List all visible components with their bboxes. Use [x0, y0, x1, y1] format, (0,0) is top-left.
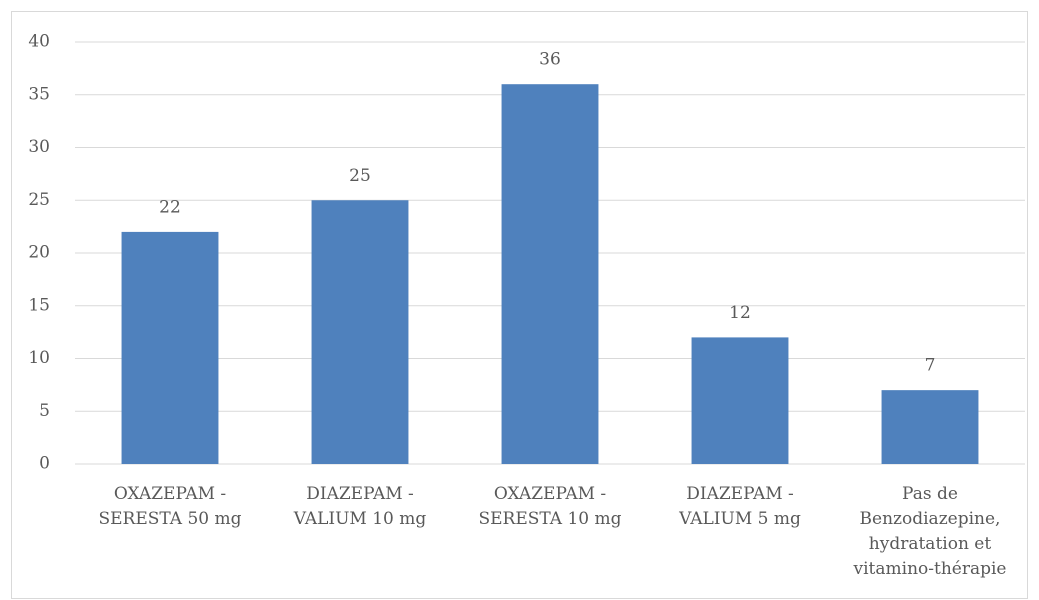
x-tick-label: DIAZEPAM - VALIUM 5 mg — [678, 484, 801, 529]
bar — [881, 390, 979, 464]
x-tick-label-line: SERESTA 10 mg — [478, 509, 621, 529]
data-label: 12 — [729, 303, 751, 323]
y-tick-label: 15 — [28, 295, 50, 315]
x-tick-label-line: Pas de — [902, 484, 958, 504]
data-label: 36 — [539, 50, 561, 70]
bar — [691, 337, 789, 464]
x-tick-label-line: vitamino-thérapie — [853, 559, 1007, 579]
x-tick-label-line: Benzodiazepine, — [860, 509, 1001, 529]
data-label: 7 — [925, 356, 936, 376]
y-tick-label: 30 — [28, 137, 50, 157]
x-tick-label-line: OXAZEPAM - — [494, 484, 606, 504]
y-tick-label: 20 — [28, 243, 50, 263]
y-tick-label: 25 — [28, 190, 50, 210]
y-tick-label: 10 — [28, 348, 50, 368]
x-tick-label-line: VALIUM 10 mg — [293, 509, 427, 529]
x-tick-label-line: OXAZEPAM - — [114, 484, 226, 504]
x-tick-label-line: hydratation et — [869, 534, 992, 554]
x-tick-label-line: DIAZEPAM - — [686, 484, 794, 504]
data-label: 22 — [159, 197, 181, 217]
bar — [121, 231, 219, 464]
x-tick-label: OXAZEPAM - SERESTA 10 mg — [478, 484, 621, 529]
y-tick-label: 35 — [28, 84, 50, 104]
x-tick-label-line: DIAZEPAM - — [306, 484, 414, 504]
y-tick-label: 5 — [39, 401, 50, 421]
x-tick-label: DIAZEPAM - VALIUM 10 mg — [293, 484, 427, 529]
data-label: 25 — [349, 166, 371, 186]
bar — [311, 200, 409, 464]
y-tick-label: 0 — [39, 454, 50, 474]
x-tick-label: Pas de Benzodiazepine, hydratation et vitam… — [853, 484, 1007, 579]
y-tick-label: 40 — [28, 32, 50, 52]
x-tick-label-line: SERESTA 50 mg — [98, 509, 241, 529]
x-tick-label: OXAZEPAM - SERESTA 50 mg — [98, 484, 241, 529]
x-tick-label-line: VALIUM 5 mg — [678, 509, 801, 529]
bar — [501, 84, 599, 464]
